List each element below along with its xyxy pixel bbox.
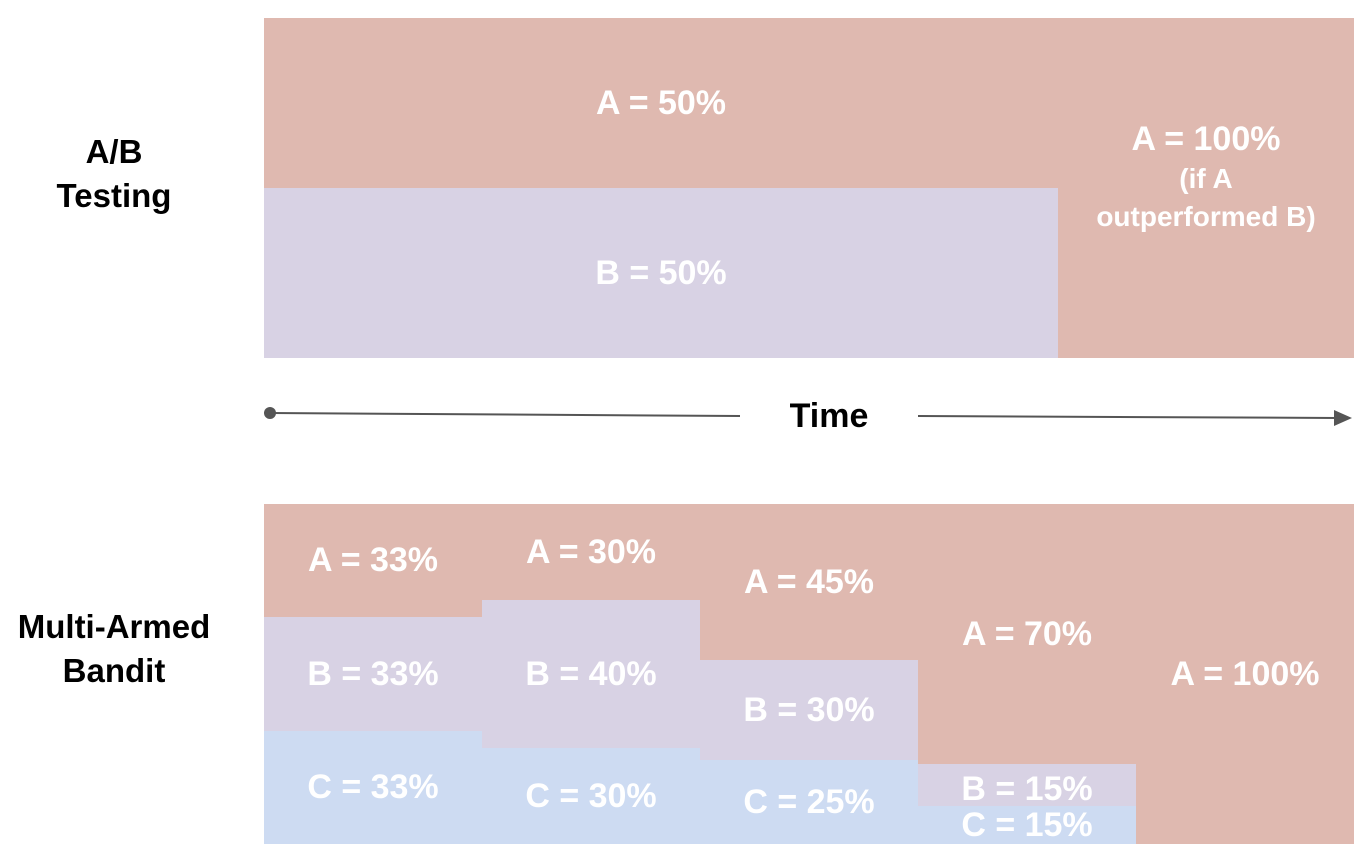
ab-final-note-line2: outperformed B): [1096, 201, 1316, 232]
mab-step3-b-label: B = 30%: [743, 690, 875, 729]
ab-segment-a: A = 50%: [264, 18, 1058, 188]
mab-step1-a: A = 33%: [264, 504, 482, 617]
mab-step1-b-label: B = 33%: [307, 654, 439, 693]
mab-step2-b: B = 40%: [482, 600, 700, 748]
mab-step3-a-label: A = 45%: [743, 562, 875, 601]
timeline-arrowhead: [1334, 410, 1352, 426]
mab-label-line1: Multi-Armed: [17, 608, 211, 645]
mab-step2-a-label: A = 30%: [525, 532, 657, 571]
mab-step1-c: C = 33%: [264, 731, 482, 844]
mab-step4-b: B = 15%: [918, 764, 1136, 806]
timeline-label: Time: [789, 397, 869, 435]
mab-step2-a: A = 30%: [482, 504, 700, 600]
mab-step3-c: C = 25%: [700, 760, 918, 844]
ab-final-main-label: A = 100%: [1131, 120, 1281, 158]
ab-segment-b: B = 50%: [264, 188, 1058, 358]
mab-step4-c: C = 15%: [918, 806, 1136, 844]
mab-step2-b-label: B = 40%: [525, 654, 657, 693]
ab-testing-label-line2: Testing: [56, 177, 172, 214]
mab-step4-a: A = 70%: [918, 504, 1136, 764]
timeline-right-line: [917, 415, 1339, 419]
mab-step3-c-label: C = 25%: [743, 782, 875, 821]
mab-step3-a: A = 45%: [700, 504, 918, 660]
ab-testing-label: A/B Testing: [0, 130, 228, 218]
mab-step4-b-label: B = 15%: [961, 770, 1093, 808]
ab-final-segment-a: A = 100% (if A outperformed B): [1058, 18, 1354, 358]
mab-step5-a: A = 100%: [1136, 504, 1354, 844]
timeline-left-line: [269, 412, 741, 417]
mab-step4-c-label: C = 15%: [961, 806, 1093, 844]
ab-testing-label-line1: A/B: [85, 133, 143, 170]
mab-step5-a-label: A = 100%: [1170, 654, 1320, 693]
mab-label: Multi-Armed Bandit: [0, 605, 228, 693]
ab-segment-a-label: A = 50%: [595, 83, 727, 122]
mab-step1-b: B = 33%: [264, 617, 482, 731]
mab-step2-c-label: C = 30%: [525, 776, 657, 815]
mab-step2-c: C = 30%: [482, 748, 700, 844]
mab-step3-b: B = 30%: [700, 660, 918, 760]
mab-step1-a-label: A = 33%: [307, 541, 439, 579]
ab-final-note-line1: (if A: [1179, 163, 1233, 194]
mab-step4-a-label: A = 70%: [961, 614, 1093, 653]
ab-segment-b-label: B = 50%: [595, 253, 727, 292]
mab-label-line2: Bandit: [62, 652, 166, 689]
mab-step1-c-label: C = 33%: [307, 768, 439, 806]
